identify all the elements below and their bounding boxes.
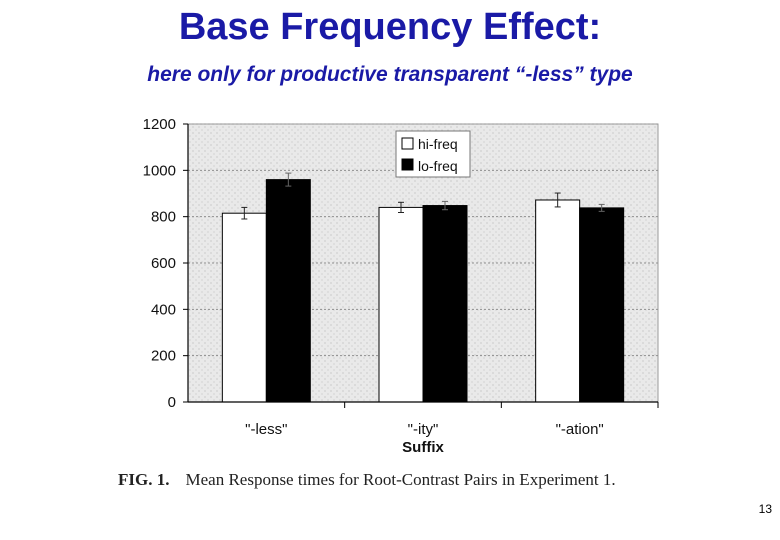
error-bar-lo-freq-2	[598, 203, 605, 212]
bar-lo-freq-2	[579, 207, 625, 403]
y-tick-label: 200	[151, 348, 176, 365]
error-bar-hi-freq-2	[554, 192, 561, 208]
x-category-label: "-ation"	[556, 421, 604, 438]
y-tick-label: 1200	[143, 116, 176, 133]
slide-title: Base Frequency Effect:	[178, 6, 602, 48]
bar-lo-freq-1	[422, 205, 468, 403]
y-tick-labels: 0 200 400 600 800 1000 1200	[143, 116, 176, 411]
figure-caption: FIG. 1. Mean Response times for Root-Cont…	[118, 470, 738, 490]
figure-caption-text: Mean Response times for Root-Contrast Pa…	[185, 470, 616, 489]
bar-hi-freq-2	[535, 199, 581, 403]
x-axis-title: Suffix	[402, 439, 444, 456]
legend: hi-freq lo-freq	[395, 130, 471, 178]
bar-hi-freq-1	[378, 206, 424, 403]
x-category-label: "-ity"	[408, 421, 439, 438]
bar-chart: 0 200 400 600 800 1000 1200 "-less" "-ity" "-ati…	[143, 116, 659, 456]
legend-label-lo-freq: lo-freq	[418, 158, 458, 174]
legend-label-hi-freq: hi-freq	[418, 136, 458, 152]
y-tick-label: 400	[151, 301, 176, 318]
y-tick-label: 800	[151, 209, 176, 226]
error-bar-hi-freq-1	[398, 201, 404, 213]
error-bar-lo-freq-1	[442, 200, 448, 211]
error-bar-lo-freq-0	[285, 172, 292, 187]
x-category-label: "-less"	[245, 421, 287, 438]
axes	[183, 123, 659, 408]
error-bars	[241, 172, 605, 220]
x-category-labels: "-less" "-ity" "-ation"	[245, 421, 604, 438]
page-number: 13	[758, 502, 772, 516]
y-tick-label: 1000	[143, 162, 176, 179]
legend-swatch-hi-freq	[401, 137, 414, 150]
legend-swatch-lo-freq	[401, 158, 414, 171]
y-tick-label: 600	[151, 255, 176, 272]
figure-label: FIG. 1.	[118, 470, 170, 489]
error-bar-hi-freq-0	[241, 206, 248, 220]
slide-subtitle: here only for productive transparent “-l…	[147, 63, 633, 86]
bars	[221, 179, 625, 403]
bar-hi-freq-0	[221, 212, 267, 403]
y-tick-label: 0	[168, 394, 176, 411]
bar-lo-freq-0	[265, 179, 311, 403]
